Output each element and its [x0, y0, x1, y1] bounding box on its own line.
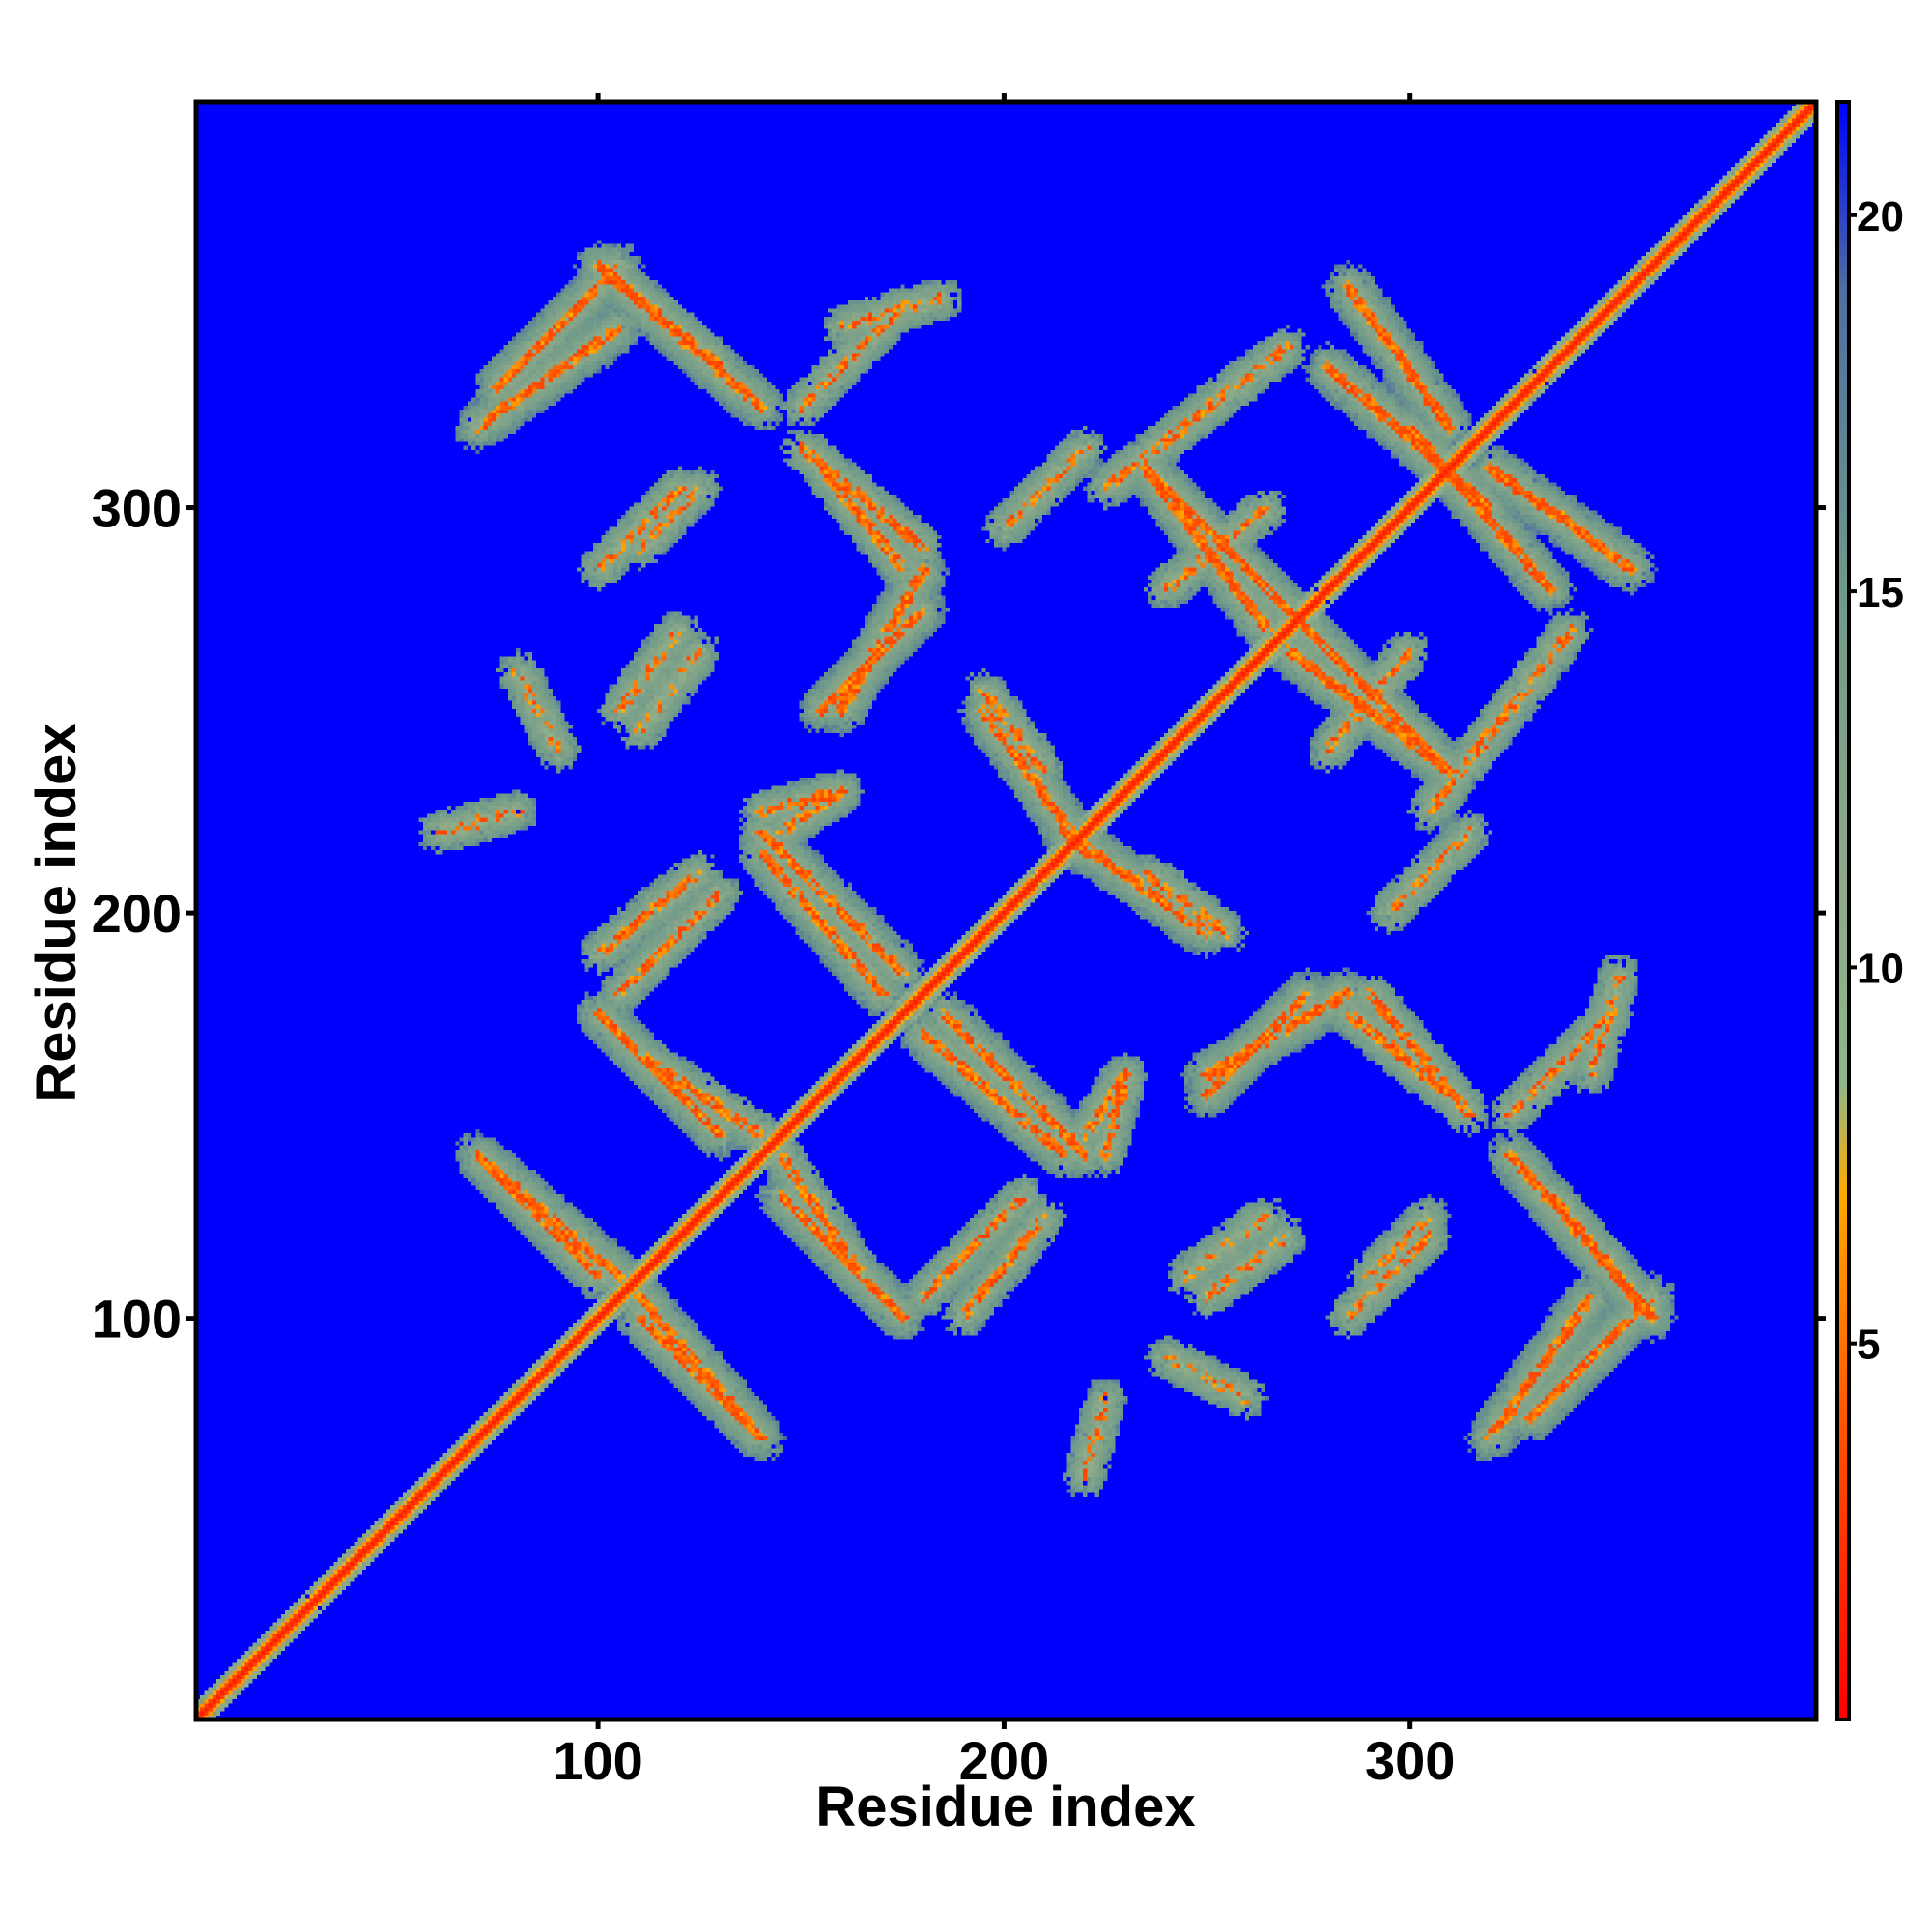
y-tick-label: 300: [92, 478, 182, 539]
colorbar-tick-label: 5: [1857, 1321, 1880, 1369]
colorbar-tick-label: 10: [1857, 945, 1904, 992]
y-tick-label: 200: [92, 883, 182, 944]
x-tick-label: 100: [553, 1730, 642, 1791]
x-axis-label: Residue index: [815, 1776, 1195, 1838]
heatmap-plot-area: [196, 102, 1816, 1719]
colorbar-tick-label: 20: [1857, 193, 1904, 241]
x-tick-label: 300: [1365, 1730, 1455, 1791]
y-axis-label: Residue index: [25, 723, 88, 1102]
colorbar-tick-label: 15: [1857, 569, 1904, 616]
axes: 100 200 300 100 200 300: [92, 93, 1826, 1791]
colorbar: 5 10 15 20: [1835, 100, 1904, 1721]
y-tick-label: 100: [92, 1289, 182, 1350]
x-tick-label: 200: [959, 1730, 1049, 1791]
colorbar-gradient: [1835, 100, 1851, 1721]
heatmap-cells: [196, 102, 1816, 1719]
